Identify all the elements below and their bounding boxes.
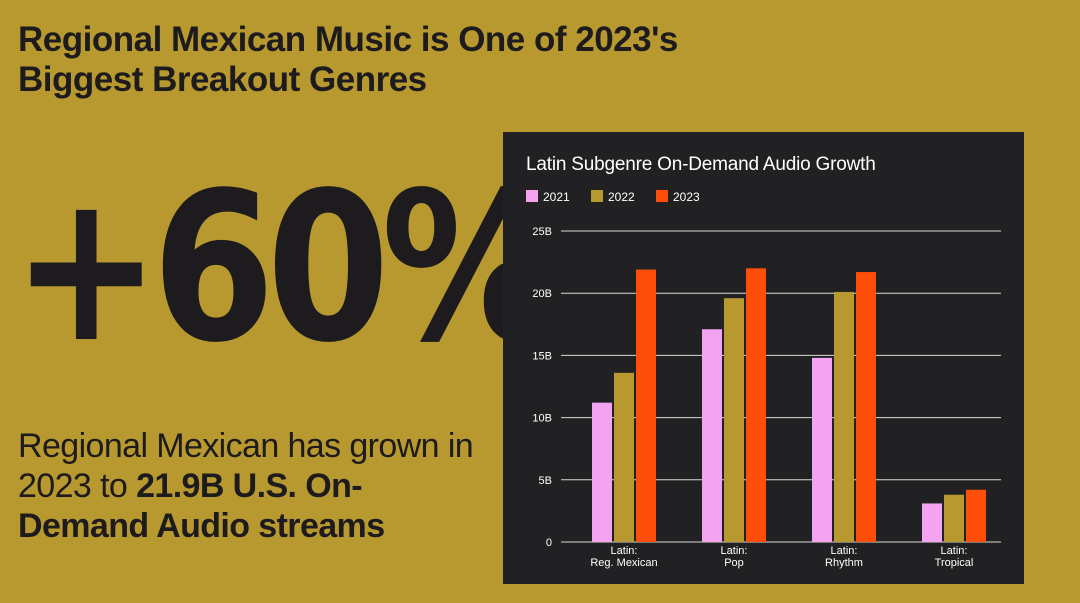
y-tick-label: 15B <box>532 350 552 362</box>
y-tick-label: 0 <box>546 537 552 549</box>
legend-label-2021: 2021 <box>543 190 570 204</box>
x-tick-label: Latin: <box>611 545 638 557</box>
x-tick-label: Pop <box>724 557 744 569</box>
legend-swatch-2023 <box>656 190 668 202</box>
y-tick-label: 25B <box>532 226 552 238</box>
description-text: Regional Mexican has grown in 2023 to <box>18 427 474 505</box>
bar-2023 <box>966 489 986 542</box>
x-tick-label: Latin: <box>941 545 968 557</box>
bar-2022 <box>614 372 634 542</box>
x-tick-label: Latin: <box>831 545 858 557</box>
bar-2021 <box>592 402 612 542</box>
y-tick-label: 5B <box>539 475 552 487</box>
headline-line-2: Biggest Breakout Genres <box>18 60 427 99</box>
chart-panel: Latin Subgenre On-Demand Audio Growth 20… <box>503 132 1024 584</box>
bar-2023 <box>856 272 876 542</box>
headline-line-1: Regional Mexican Music is One of 2023's <box>18 20 678 59</box>
bar-2021 <box>812 357 832 542</box>
big-stat: +60% <box>12 148 559 388</box>
x-tick-label: Latin: <box>721 545 748 557</box>
description: Regional Mexican has grown in 2023 to 21… <box>18 426 478 546</box>
legend-label-2023: 2023 <box>673 190 700 204</box>
bar-2021 <box>922 503 942 542</box>
y-tick-label: 20B <box>532 288 552 300</box>
bar-2022 <box>834 291 854 542</box>
description-bold: 21.9B U.S. On-Demand Audio streams <box>18 467 385 545</box>
chart-title: Latin Subgenre On-Demand Audio Growth <box>526 154 876 175</box>
bar-2021 <box>702 329 722 542</box>
y-tick-label: 10B <box>532 413 552 425</box>
bar-2022 <box>724 298 744 542</box>
legend-label-2022: 2022 <box>608 190 635 204</box>
headline: Regional Mexican Music is One of 2023's … <box>18 20 678 100</box>
legend-swatch-2022 <box>591 190 603 202</box>
bar-2023 <box>636 269 656 542</box>
x-tick-label: Tropical <box>935 557 974 569</box>
x-tick-label: Rhythm <box>825 557 863 569</box>
bar-2022 <box>944 494 964 542</box>
bar-2023 <box>746 268 766 542</box>
x-tick-label: Reg. Mexican <box>590 557 657 569</box>
legend-swatch-2021 <box>526 190 538 202</box>
